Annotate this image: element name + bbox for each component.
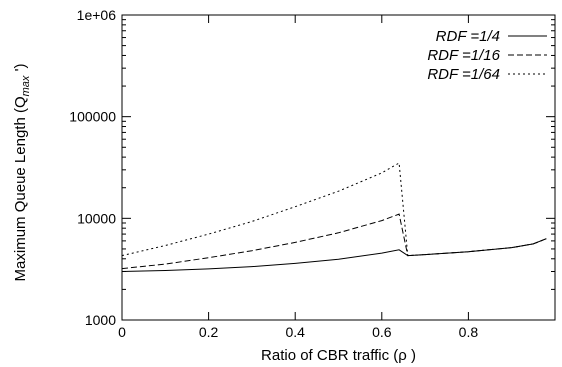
y-tick-label: 10000 [77, 210, 116, 226]
series-line [121, 162, 547, 257]
legend: RDF =1/4 RDF =1/16 RDF =1/64 [427, 28, 547, 83]
x-tick-label: 0.8 [459, 324, 479, 340]
tick-labels: 0 0.2 0.4 0.6 0.8 1000 10000 100000 1e+06 [69, 7, 478, 340]
y-axis-label-tail: ') [12, 64, 29, 76]
ticks [121, 14, 555, 321]
y-tick-label: 1000 [85, 312, 116, 328]
y-axis-label-main: Maximum Queue Length (Q [12, 96, 29, 281]
y-axis-label-subscript: max [20, 75, 32, 96]
y-tick-label: 1e+06 [77, 7, 117, 23]
x-tick-label: 0.4 [285, 324, 305, 340]
plot-frame [121, 14, 556, 321]
x-tick-label: 0.2 [199, 324, 219, 340]
legend-label: RDF =1/16 [427, 47, 500, 64]
x-tick-label: 0 [118, 324, 126, 340]
y-tick-label: 100000 [69, 109, 116, 125]
legend-label: RDF =1/64 [427, 66, 500, 83]
x-axis-label: Ratio of CBR traffic (ρ ) [261, 347, 416, 364]
x-tick-label: 0.6 [372, 324, 392, 340]
series-line [121, 238, 547, 272]
legend-label: RDF =1/4 [436, 28, 500, 45]
series-lines [121, 162, 547, 272]
series-line [121, 213, 547, 270]
y-axis-label: Maximum Queue Length (Qmax ') [12, 64, 32, 282]
